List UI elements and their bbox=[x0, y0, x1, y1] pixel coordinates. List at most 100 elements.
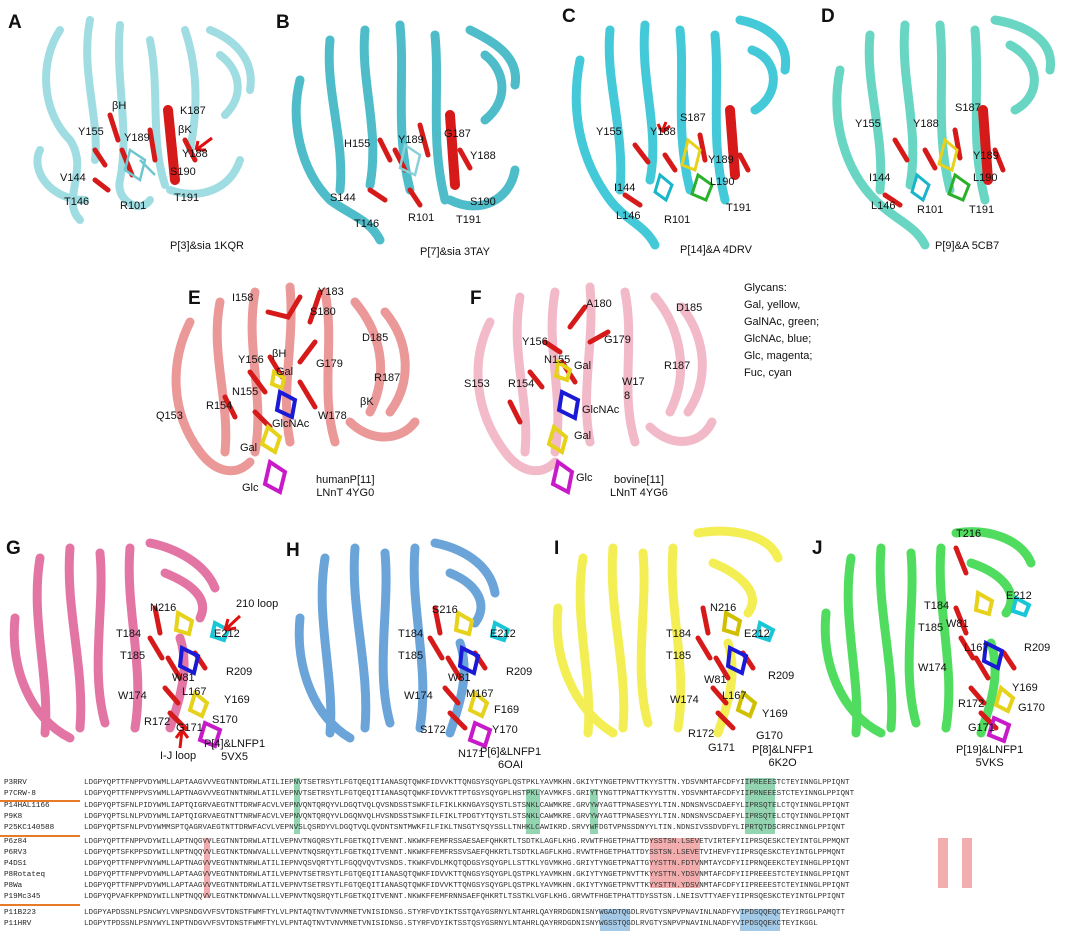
residue-label: G171 bbox=[708, 742, 735, 754]
residue-label: Glc bbox=[576, 472, 593, 484]
residue-label: R154 bbox=[206, 400, 233, 412]
panel-f: F A180 D185 Y156 Gal G179 bbox=[450, 262, 740, 522]
residue-label: Y156 bbox=[238, 354, 264, 366]
residue-label: 210 loop bbox=[236, 598, 279, 610]
residue-label: N216 bbox=[710, 602, 737, 614]
residue-label: S170 bbox=[212, 714, 238, 726]
residue-label: T184 bbox=[398, 628, 424, 640]
residue-label: R101 bbox=[120, 200, 147, 212]
residue-label: Y156 bbox=[522, 336, 548, 348]
panel-label: J bbox=[812, 538, 823, 559]
protein-structure-b bbox=[291, 20, 520, 245]
conserved-highlight bbox=[650, 838, 700, 888]
residue-label: S190 bbox=[470, 196, 496, 208]
residue-label: T185 bbox=[918, 622, 944, 634]
alignment-row: P8Rotateq LDGPYQPTTFNPPVDYWMLLAPTAAGVVVEG… bbox=[4, 871, 850, 879]
residue-label: S187 bbox=[680, 112, 706, 124]
residue-label: Gal bbox=[240, 442, 258, 454]
conserved-highlight bbox=[526, 789, 540, 834]
residue-label: W174 bbox=[404, 690, 433, 702]
panel-caption: humanP[11] LNnT 4YG0 bbox=[316, 474, 375, 499]
residue-label: W174 bbox=[118, 690, 147, 702]
panel-h: H S216 T184 E212 T185 bbox=[270, 518, 541, 774]
alignment-row: P14HAL1166 LDGPYQPTSFNLPIDYWMLIAPTQIGRVAE… bbox=[4, 802, 850, 810]
panel-label: E bbox=[188, 288, 201, 309]
residue-label: W17 bbox=[622, 376, 645, 388]
residue-label: I144 bbox=[614, 182, 636, 194]
residue-label: E212 bbox=[744, 628, 770, 640]
residue-label: K187 bbox=[180, 105, 206, 117]
legend-item: Gal, yellow, bbox=[744, 299, 801, 311]
panel-a: A βH K187 Y155 Y189 βK bbox=[0, 0, 270, 260]
group-separator bbox=[0, 800, 80, 802]
residue-label: Gal bbox=[574, 360, 592, 372]
residue-label: T185 bbox=[120, 650, 146, 662]
residue-label: T184 bbox=[666, 628, 692, 640]
panel-label: B bbox=[276, 12, 290, 33]
residue-label: Y183 bbox=[318, 286, 344, 298]
group-separator bbox=[0, 835, 80, 837]
alignment-row: P7CRW-8 LDGPYQPTTFNPPVSYWMLLAPTNAGVVVEGTN… bbox=[4, 790, 855, 798]
alignment-row: P25KC140588 LDGPYQPTSFNLPVDYWMMSPTQAGRVAE… bbox=[4, 824, 846, 832]
residue-label: W81 bbox=[448, 672, 471, 684]
residue-label: I158 bbox=[232, 292, 254, 304]
panel-caption: bovine[11] LNnT 4YG6 bbox=[610, 474, 668, 499]
residue-label: S144 bbox=[330, 192, 356, 204]
residue-label: GlcNAc bbox=[582, 404, 620, 416]
panel-j: J T216 E212 T184 bbox=[806, 518, 1072, 774]
residue-label: E212 bbox=[1006, 590, 1032, 602]
protein-structure-a bbox=[33, 16, 255, 224]
residue-label: R209 bbox=[226, 666, 253, 678]
panel-c: C S187 Y155 Y188 Y1 bbox=[540, 0, 805, 260]
residue-label: D185 bbox=[362, 332, 389, 344]
residue-label: Y169 bbox=[1012, 682, 1038, 694]
residue-label: S216 bbox=[432, 604, 458, 616]
residue-label: Y188 bbox=[182, 148, 208, 160]
residue-label: Glc bbox=[242, 482, 259, 494]
conserved-highlight bbox=[962, 838, 972, 888]
panel-label: I bbox=[554, 538, 560, 559]
residue-label: W81 bbox=[946, 618, 969, 630]
residue-label: Y155 bbox=[855, 118, 881, 130]
alignment-row: P4DS1 LDGPYQPTTFNPPVNYWMLLAPTNAGVVVEGTNNT… bbox=[4, 860, 850, 868]
residue-label: E212 bbox=[214, 628, 240, 640]
residue-label: T191 bbox=[969, 204, 995, 216]
protein-structure-h bbox=[294, 538, 511, 749]
residue-label: R101 bbox=[917, 204, 944, 216]
protein-structure-e bbox=[171, 282, 420, 495]
residue-label: W178 bbox=[318, 410, 347, 422]
sequence-alignment: P3RRV LDGPYQPTTFNPPVDYWMLLAPTAAGVVVEGTNNT… bbox=[0, 778, 1072, 934]
panel-e: E I158 Y183 S180 bbox=[150, 262, 450, 522]
residue-label: S180 bbox=[310, 306, 336, 318]
conserved-highlight bbox=[204, 838, 210, 898]
residue-label: N155 bbox=[232, 386, 259, 398]
legend-item: GalNAc, green; bbox=[744, 316, 820, 328]
residue-label: L167 bbox=[722, 690, 747, 702]
residue-label: Y189 bbox=[124, 132, 150, 144]
panel-label: C bbox=[562, 6, 576, 27]
residue-label: G170 bbox=[1018, 702, 1045, 714]
conserved-highlight bbox=[600, 909, 630, 931]
residue-label: T216 bbox=[956, 528, 982, 540]
panel-label: A bbox=[8, 12, 22, 33]
residue-label: N171 bbox=[458, 748, 485, 760]
conserved-highlight bbox=[938, 838, 948, 888]
residue-label: L167 bbox=[182, 686, 207, 698]
residue-label: Gal bbox=[574, 430, 592, 442]
panel-label: D bbox=[821, 6, 835, 27]
residue-label: M167 bbox=[466, 688, 494, 700]
legend-item: GlcNAc, blue; bbox=[744, 333, 812, 345]
panel-caption: P[9]&A 5CB7 bbox=[935, 240, 1000, 252]
red-arrow-icon bbox=[174, 729, 190, 749]
residue-label: R101 bbox=[664, 214, 691, 226]
residue-label: I144 bbox=[869, 172, 891, 184]
residue-label: R101 bbox=[408, 212, 435, 224]
residue-label: W81 bbox=[704, 674, 727, 686]
residue-label: E212 bbox=[490, 628, 516, 640]
residue-label: D185 bbox=[676, 302, 703, 314]
residue-label: S190 bbox=[170, 166, 196, 178]
residue-label: βH bbox=[112, 100, 127, 112]
residue-label: R209 bbox=[1024, 642, 1051, 654]
panel-caption: P[8]&LNFP1 6K2O bbox=[752, 744, 814, 769]
residue-label: T185 bbox=[666, 650, 692, 662]
